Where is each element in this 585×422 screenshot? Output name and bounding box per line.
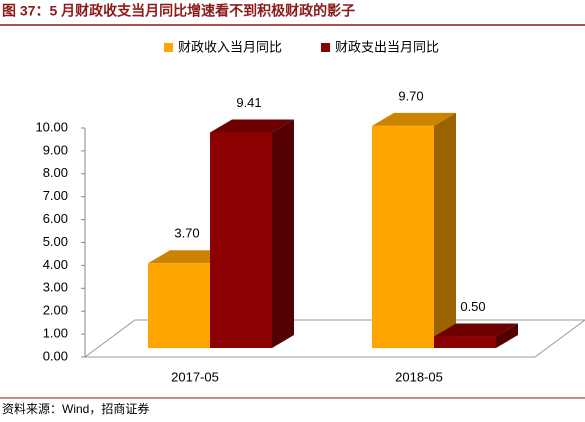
x-tick-label: 2017-05 [171,369,219,384]
y-tick-label: 2.00 [43,303,68,318]
y-tick-label: 6.00 [43,211,68,226]
value-label: 9.70 [398,88,423,103]
bar-top [372,112,456,126]
y-tick-label: 8.00 [43,165,68,180]
y-tick-label: 5.00 [43,234,68,249]
legend-swatch [164,43,173,52]
bar [210,132,272,348]
bar-side [434,112,456,349]
value-label: 3.70 [174,226,199,241]
bar-top [434,323,518,337]
bar [434,336,496,348]
value-label: 0.50 [460,299,485,314]
bar [148,263,210,348]
x-tick-label: 2018-05 [395,369,443,384]
value-label: 9.41 [236,95,261,110]
legend-label: 财政收入当月同比 [178,39,282,54]
source: 资料来源：Wind，招商证券 [2,401,149,416]
bar-top [210,119,294,133]
y-tick-label: 9.00 [43,142,68,157]
chart-title: 图 37：5 月财政收支当月同比增速看不到积极财政的影子 [2,3,355,19]
legend-label: 财政支出当月同比 [335,39,439,54]
y-tick-label: 3.00 [43,280,68,295]
bar-side [272,119,294,348]
bar [372,125,434,349]
y-tick-label: 7.00 [43,188,68,203]
y-tick-label: 4.00 [43,257,68,272]
y-tick-label: 10.00 [35,119,68,134]
y-tick-label: 0.00 [43,348,68,363]
legend-swatch [321,43,330,52]
bar-side [496,323,518,348]
y-tick-label: 1.00 [43,326,68,341]
